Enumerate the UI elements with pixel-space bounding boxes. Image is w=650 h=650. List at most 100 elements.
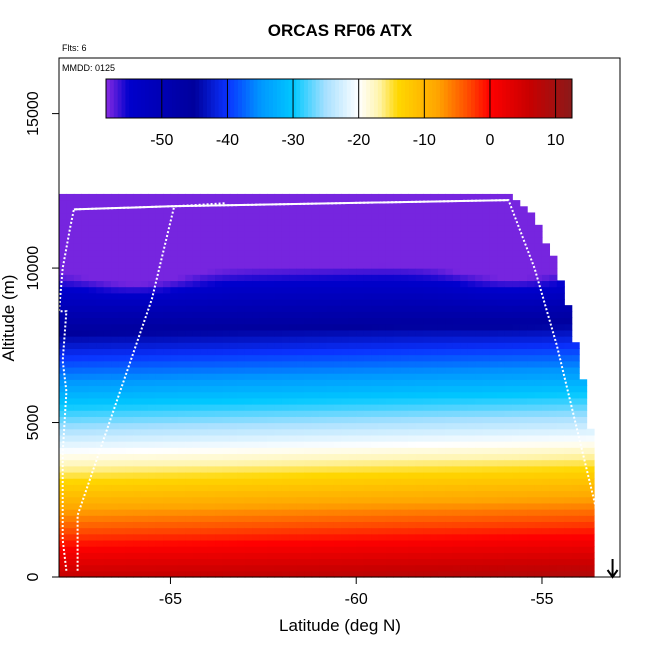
heatmap-cell	[304, 570, 313, 578]
heatmap-cell	[556, 509, 565, 516]
heatmap-cell	[192, 280, 201, 288]
heatmap-cell	[452, 546, 461, 553]
heatmap-cell	[289, 354, 298, 362]
heatmap-cell	[289, 546, 298, 553]
heatmap-cell	[148, 261, 157, 269]
heatmap-cell	[259, 348, 268, 356]
heatmap-cell	[252, 329, 261, 337]
heatmap-cell	[497, 404, 506, 411]
heatmap-cell	[222, 564, 231, 572]
heatmap-cell	[363, 292, 372, 300]
colorbar-segment	[300, 79, 305, 118]
heatmap-cell	[296, 546, 305, 553]
heatmap-cell	[289, 441, 298, 448]
heatmap-cell	[385, 447, 394, 455]
heatmap-cell	[534, 243, 543, 251]
heatmap-cell	[556, 453, 565, 461]
heatmap-cell	[333, 193, 342, 201]
heatmap-cell	[215, 447, 224, 455]
heatmap-cell	[512, 224, 521, 232]
heatmap-cell	[341, 447, 350, 455]
heatmap-cell	[460, 484, 469, 492]
heatmap-cell	[579, 441, 588, 448]
heatmap-cell	[311, 193, 320, 201]
heatmap-cell	[467, 521, 476, 529]
heatmap-cell	[512, 305, 521, 312]
colorbar-segment	[288, 79, 293, 118]
heatmap-cell	[252, 206, 261, 214]
heatmap-cell	[452, 410, 461, 417]
heatmap-cell	[408, 484, 417, 492]
heatmap-cell	[267, 490, 276, 498]
heatmap-cell	[296, 243, 305, 251]
heatmap-cell	[170, 360, 179, 368]
heatmap-cell	[170, 342, 179, 349]
heatmap-cell	[111, 509, 120, 516]
heatmap-cell	[289, 292, 298, 300]
heatmap-cell	[111, 224, 120, 232]
heatmap-cell	[534, 515, 543, 522]
heatmap-cell	[363, 274, 372, 282]
heatmap-cell	[452, 484, 461, 492]
heatmap-cell	[222, 410, 231, 417]
heatmap-cell	[155, 268, 164, 275]
heatmap-cell	[133, 527, 142, 535]
heatmap-cell	[393, 521, 402, 529]
heatmap-cell	[229, 558, 238, 566]
heatmap-cell	[393, 546, 402, 553]
heatmap-cell	[73, 471, 82, 479]
heatmap-cell	[281, 515, 290, 522]
heatmap-cell	[177, 496, 186, 504]
heatmap-cell	[259, 447, 268, 455]
heatmap-cell	[111, 428, 120, 436]
heatmap-cell	[400, 509, 409, 516]
heatmap-cell	[311, 502, 320, 510]
heatmap-cell	[556, 471, 565, 479]
heatmap-cell	[148, 243, 157, 251]
heatmap-cell	[319, 360, 328, 368]
heatmap-cell	[215, 379, 224, 387]
heatmap-cell	[274, 496, 283, 504]
heatmap-cell	[378, 323, 387, 331]
heatmap-cell	[125, 527, 134, 535]
heatmap-cell	[281, 379, 290, 387]
heatmap-cell	[207, 539, 216, 547]
heatmap-cell	[140, 496, 149, 504]
heatmap-cell	[415, 496, 424, 504]
heatmap-cell	[155, 478, 164, 485]
heatmap-cell	[66, 527, 75, 535]
heatmap-cell	[437, 218, 446, 226]
heatmap-cell	[111, 243, 120, 251]
heatmap-cell	[452, 329, 461, 337]
heatmap-cell	[408, 317, 417, 325]
heatmap-cell	[363, 249, 372, 257]
heatmap-cell	[267, 509, 276, 516]
heatmap-cell	[148, 552, 157, 560]
heatmap-cell	[118, 323, 127, 331]
heatmap-cell	[148, 527, 157, 535]
heatmap-cell	[430, 546, 439, 553]
heatmap-cell	[207, 268, 216, 275]
heatmap-cell	[579, 546, 588, 553]
heatmap-cell	[467, 243, 476, 251]
heatmap-cell	[96, 280, 105, 288]
heatmap-cell	[215, 206, 224, 214]
heatmap-cell	[170, 527, 179, 535]
heatmap-cell	[527, 379, 536, 387]
heatmap-cell	[519, 552, 528, 560]
heatmap-cell	[348, 471, 357, 479]
heatmap-cell	[148, 379, 157, 387]
heatmap-cell	[437, 552, 446, 560]
heatmap-cell	[408, 385, 417, 393]
heatmap-cell	[356, 391, 365, 399]
heatmap-cell	[177, 218, 186, 226]
heatmap-cell	[556, 570, 565, 578]
heatmap-cell	[519, 521, 528, 529]
heatmap-cell	[512, 496, 521, 504]
heatmap-cell	[400, 231, 409, 238]
colorbar-segment	[327, 79, 332, 118]
heatmap-cell	[96, 404, 105, 411]
heatmap-cell	[148, 193, 157, 201]
heatmap-cell	[237, 268, 246, 275]
heatmap-cell	[215, 527, 224, 535]
